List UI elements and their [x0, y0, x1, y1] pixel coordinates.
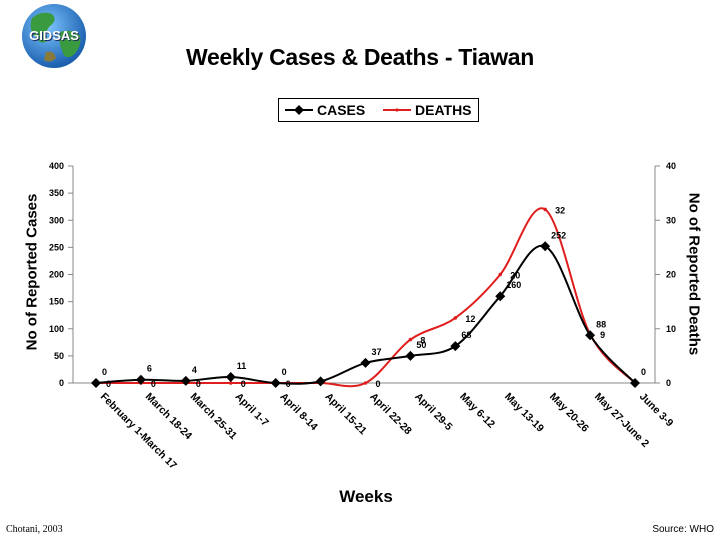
deaths-data-label: 0: [241, 379, 246, 389]
deaths-point: [498, 272, 503, 277]
cases-point: [315, 376, 326, 387]
cases-point: [270, 378, 281, 388]
deaths-point: [543, 207, 547, 212]
y-tick-label-right: 20: [666, 270, 676, 280]
deaths-point: [363, 381, 368, 385]
cases-data-label: 160: [506, 280, 521, 290]
deaths-data-label: 0: [196, 379, 201, 389]
cases-point: [450, 341, 461, 352]
y-tick-label-right: 30: [666, 215, 676, 225]
cases-point: [180, 375, 191, 386]
deaths-point: [408, 337, 413, 342]
x-tick-label: April 29-5: [412, 391, 454, 433]
deaths-point: [228, 381, 233, 385]
cases-data-label: 4: [192, 365, 197, 375]
deaths-data-label: 8: [420, 336, 425, 346]
chart-title: Weekly Cases & Deaths - Tiawan: [185, 44, 535, 70]
y-tick-label-left: 350: [49, 188, 64, 198]
deaths-data-label: 0: [106, 379, 111, 389]
cases-point: [225, 372, 236, 383]
cases-point: [495, 291, 506, 302]
y-tick-label-right: 40: [666, 161, 676, 171]
y-tick-label-left: 400: [49, 161, 64, 171]
cases-data-label: 50: [416, 340, 426, 350]
y-tick-label-left: 150: [49, 297, 64, 307]
logo-text: GIDSAS: [29, 28, 79, 43]
x-tick-label: April 8-14: [278, 391, 320, 433]
deaths-point: [453, 316, 458, 320]
author-credit: Chotani, 2003: [6, 524, 63, 535]
legend: CASES DEATHS: [278, 98, 479, 122]
cases-point: [405, 350, 416, 361]
y-tick-label-left: 200: [49, 270, 64, 280]
deaths-data-label: 0: [286, 379, 291, 389]
cases-data-label: 0: [102, 367, 107, 377]
x-tick-label: June 3-9: [637, 391, 676, 430]
x-tick-label: April 22-28: [367, 391, 414, 438]
cases-point: [585, 330, 596, 341]
x-tick-label: April 1-7: [233, 391, 271, 429]
deaths-data-label: 0: [376, 379, 381, 389]
x-axis-label: Weeks: [339, 487, 393, 506]
y-tick-label-left: 300: [49, 215, 64, 225]
x-tick-label: April 15-21: [322, 391, 369, 438]
legend-deaths-label: DEATHS: [415, 102, 472, 118]
source-note: Source: WHO: [652, 524, 714, 535]
x-tick-label: February 1-March 17: [98, 391, 179, 472]
deaths-data-label: 32: [555, 205, 565, 215]
legend-cases-label: CASES: [317, 102, 366, 118]
cases-data-label: 0: [282, 367, 287, 377]
y-axis-left-label: No of Reported Cases: [23, 193, 41, 351]
cases-point: [540, 241, 551, 252]
legend-deaths-marker: [395, 108, 399, 112]
y-tick-label-left: 100: [49, 324, 64, 334]
y-tick-label-left: 50: [54, 351, 64, 361]
cases-data-label: 88: [596, 319, 606, 329]
cases-data-label: 252: [551, 230, 566, 240]
legend-cases-marker: [294, 105, 304, 115]
cases-data-label: 0: [641, 367, 646, 377]
y-tick-label-right: 0: [666, 378, 671, 388]
cases-data-label: 6: [147, 364, 152, 374]
cases-point: [360, 357, 371, 368]
globe-icon: [22, 4, 86, 68]
y-tick-label-left: 250: [49, 242, 64, 252]
deaths-data-label: 9: [600, 330, 605, 340]
cases-point: [135, 374, 146, 385]
cases-data-label: 37: [372, 347, 382, 357]
cases-point: [91, 378, 101, 388]
cases-data-label: 68: [461, 330, 471, 340]
y-axis-right-label: No of Reported Deaths: [685, 192, 703, 356]
cases-point: [630, 378, 640, 388]
x-tick-label: May 13-19: [502, 391, 546, 435]
deaths-data-label: 20: [510, 271, 520, 281]
y-tick-label-left: 0: [59, 378, 64, 388]
x-tick-label: May 20-26: [547, 391, 591, 435]
deaths-data-label: 0: [151, 379, 156, 389]
y-tick-label-right: 10: [666, 324, 676, 334]
x-tick-label: March 25-31: [188, 391, 240, 443]
cases-data-label: 11: [237, 361, 247, 371]
logo: GIDSAS: [18, 2, 90, 70]
x-tick-label: May 6-12: [457, 391, 497, 431]
deaths-data-label: 12: [465, 314, 475, 324]
